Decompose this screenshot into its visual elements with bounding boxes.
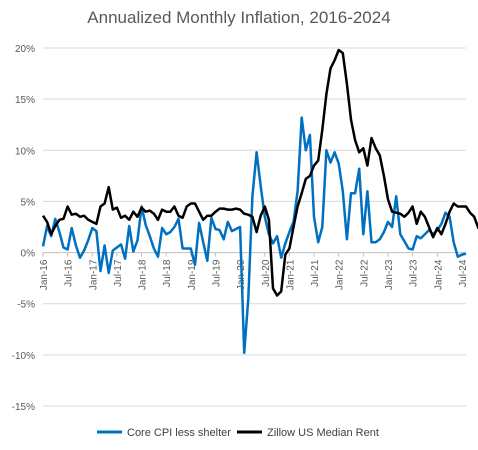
x-tick-label: Jan-22 [335,259,346,290]
grid-layer [43,47,466,407]
series-zillow-median-rent-line [41,48,478,297]
x-tick-label: Jul-19 [211,259,222,287]
x-tick-label: Jan-18 [138,259,149,290]
y-tick-label: 20% [15,44,35,55]
x-tick-label: Jan-21 [285,259,296,290]
x-tick-label: Jul-18 [162,259,173,287]
legend: Core CPI less shelter Zillow US Median Re… [97,427,379,439]
y-tick-label: 15% [15,95,35,106]
legend-label: Core CPI less shelter [127,427,231,439]
y-axis-labels: -15% -10% -5% 0% 5% 10% 15% 20% [12,44,35,413]
series-core-cpi-less-shelter-line [41,116,467,355]
y-tick-label: -15% [12,402,35,413]
x-tick-label: Jul-17 [113,259,124,287]
x-tick-label: Jul-23 [409,259,420,287]
series-layer [41,48,478,355]
x-tick-label: Jan-19 [187,259,198,290]
x-tick-label: Jan-23 [384,259,395,290]
x-tick-label: Jul-20 [261,259,272,287]
y-tick-label: -5% [17,300,35,311]
x-tick-label: Jul-22 [359,259,370,287]
x-tick-label: Jul-16 [64,259,75,287]
x-tick-label: Jan-17 [88,259,99,290]
y-tick-label: 5% [21,197,36,208]
x-tick-label: Jan-24 [433,259,444,290]
x-tick-label: Jul-21 [310,259,321,287]
legend-label: Zillow US Median Rent [267,427,379,439]
y-tick-label: 10% [15,146,35,157]
y-tick-label: -10% [12,351,35,362]
x-tick-label: Jan-16 [39,259,50,290]
chart-title: Annualized Monthly Inflation, 2016-2024 [87,8,391,27]
x-tick-label: Jul-24 [458,259,469,287]
y-tick-label: 0% [21,249,36,260]
